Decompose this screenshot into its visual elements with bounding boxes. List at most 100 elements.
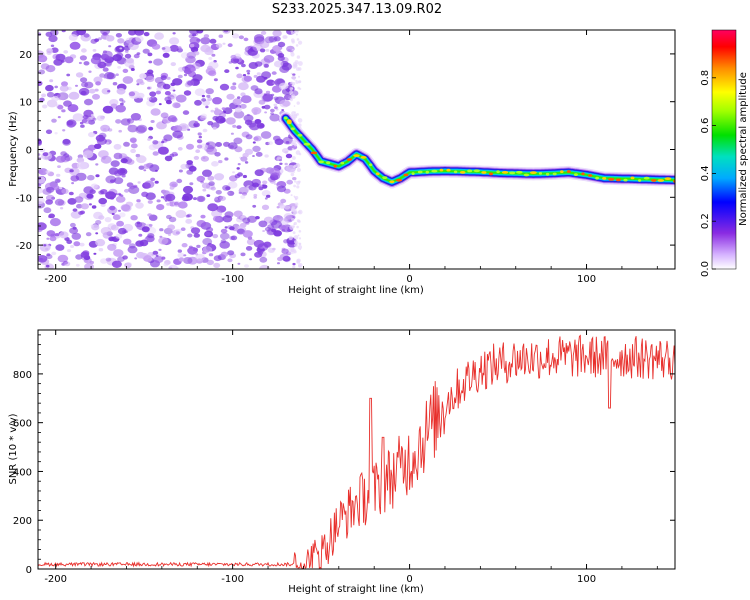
noise-speckle	[95, 174, 100, 178]
noise-speckle	[175, 94, 187, 103]
noise-speckle	[57, 92, 69, 101]
noise-speckle	[236, 216, 244, 223]
noise-speckle	[62, 129, 66, 132]
noise-speckle	[39, 97, 45, 102]
ridge-peak	[615, 178, 621, 182]
noise-speckle	[71, 232, 82, 240]
spectrogram-y-label: Frequency (Hz)	[8, 111, 19, 187]
noise-speckle	[155, 90, 161, 95]
noise-speckle	[245, 134, 253, 140]
noise-speckle	[238, 186, 249, 195]
ridge-peak	[411, 172, 415, 176]
noise-speckle	[100, 258, 108, 264]
noise-speckle	[296, 219, 300, 223]
noise-speckle	[264, 111, 267, 114]
noise-speckle	[177, 74, 183, 79]
noise-speckle	[279, 159, 282, 162]
noise-speckle	[195, 253, 199, 256]
noise-speckle	[200, 155, 209, 162]
noise-speckle	[130, 138, 137, 144]
noise-speckle	[103, 134, 107, 137]
noise-speckle	[253, 74, 258, 78]
noise-speckle	[256, 72, 261, 76]
noise-speckle	[75, 172, 87, 181]
noise-speckle	[51, 47, 59, 53]
noise-speckle	[164, 155, 173, 162]
y-tick-label: -10	[16, 193, 32, 204]
noise-speckle	[113, 152, 123, 160]
noise-speckle	[206, 146, 218, 155]
noise-speckle	[134, 257, 138, 260]
noise-speckle	[211, 161, 219, 167]
noise-speckle	[240, 95, 252, 104]
noise-speckle	[251, 107, 262, 115]
ridge-peak	[489, 172, 493, 176]
noise-speckle	[130, 215, 138, 221]
noise-speckle	[160, 75, 167, 81]
noise-speckle	[148, 126, 154, 131]
noise-speckle	[236, 167, 240, 170]
noise-speckle	[105, 257, 112, 262]
noise-speckle	[277, 53, 285, 58]
noise-speckle	[207, 175, 215, 181]
noise-speckle	[79, 55, 87, 61]
snr-x-label: Height of straight line (km)	[288, 584, 424, 595]
noise-speckle	[289, 90, 293, 95]
noise-speckle	[200, 37, 211, 45]
noise-speckle	[67, 104, 79, 113]
noise-speckle	[152, 151, 159, 156]
noise-speckle	[284, 151, 289, 154]
noise-speckle	[150, 177, 156, 182]
noise-speckle	[248, 184, 257, 191]
noise-speckle	[289, 87, 293, 91]
noise-speckle	[178, 66, 185, 72]
noise-speckle	[202, 238, 213, 246]
noise-speckle	[69, 41, 81, 50]
noise-speckle	[204, 48, 214, 56]
noise-speckle	[227, 181, 238, 189]
noise-speckle	[95, 163, 99, 166]
noise-speckle	[57, 165, 61, 169]
noise-speckle	[154, 32, 165, 40]
noise-speckle	[273, 230, 282, 237]
noise-speckle	[288, 235, 293, 241]
noise-speckle	[182, 110, 190, 115]
ridge-peak	[630, 176, 635, 180]
noise-speckle	[42, 152, 49, 157]
ridge-peak	[588, 174, 593, 177]
noise-speckle	[88, 70, 92, 73]
noise-speckle	[93, 252, 97, 255]
noise-speckle	[122, 255, 128, 260]
noise-speckle	[258, 99, 266, 105]
noise-speckle	[136, 199, 141, 203]
noise-speckle	[292, 225, 296, 228]
noise-speckle	[285, 153, 293, 159]
noise-speckle	[232, 82, 237, 86]
spectrogram-y-ticks: -20 -10 0 10 20	[16, 34, 675, 265]
noise-speckle	[147, 213, 153, 217]
noise-speckle	[207, 121, 214, 126]
noise-speckle	[297, 86, 301, 90]
noise-speckle	[244, 119, 253, 126]
noise-speckle	[241, 192, 248, 196]
noise-speckle	[148, 144, 157, 151]
noise-speckle	[105, 191, 117, 200]
noise-speckle	[68, 91, 80, 100]
noise-speckle	[86, 193, 94, 199]
noise-speckle	[63, 100, 72, 107]
noise-speckle	[295, 80, 299, 84]
noise-speckle	[197, 196, 205, 202]
x-tick-label: 0	[406, 274, 412, 285]
noise-speckle	[296, 38, 300, 41]
noise-speckle	[115, 119, 122, 124]
noise-speckle	[38, 183, 42, 187]
noise-speckle	[192, 74, 203, 82]
ridge-peak	[303, 142, 311, 146]
noise-speckle	[143, 255, 153, 262]
noise-speckle	[206, 94, 211, 98]
noise-speckle	[183, 68, 193, 75]
noise-speckle	[196, 175, 205, 182]
noise-speckle	[272, 30, 282, 37]
y-tick-label: 0	[26, 565, 32, 576]
noise-speckle	[48, 213, 55, 219]
